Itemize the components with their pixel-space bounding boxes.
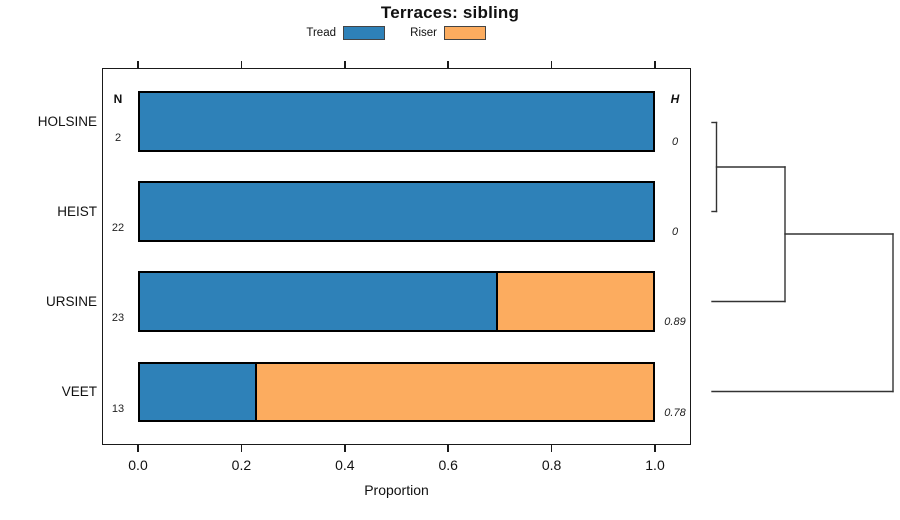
n-value: 22 (111, 222, 125, 235)
x-tick-top (550, 61, 553, 68)
bar-row (138, 271, 655, 332)
h-value: 0.89 (664, 316, 686, 329)
bar-row (138, 361, 655, 423)
h-value: 0 (671, 136, 679, 148)
bar-segment-tread (138, 181, 655, 242)
legend-label-tread: Tread (306, 27, 336, 39)
bar-segment-riser (257, 361, 655, 423)
x-tick-bottom (550, 445, 553, 452)
bar-segment-riser (497, 271, 655, 332)
legend-swatch-riser (444, 26, 486, 40)
category-label: VEET (61, 384, 97, 400)
x-tick-top (447, 61, 449, 68)
x-tick-bottom (447, 445, 449, 452)
x-tick-bottom (137, 445, 139, 452)
h-value: 0.78 (664, 406, 686, 419)
h-column-header: H (670, 92, 680, 106)
bar-segment-tread (138, 271, 498, 332)
category-label: URSINE (45, 294, 97, 310)
x-tick-bottom (240, 445, 243, 452)
bar-segment-tread (138, 91, 655, 152)
x-tick-top (137, 61, 139, 68)
x-tick-label: 0.2 (231, 457, 252, 473)
bar-segment-tread (138, 361, 258, 423)
n-column-header: N (113, 92, 123, 106)
legend-label-riser: Riser (410, 27, 437, 39)
x-tick-label: 0.6 (438, 457, 458, 473)
x-tick-top (240, 61, 243, 68)
x-tick-bottom (654, 445, 656, 452)
x-tick-label: 0.0 (128, 457, 148, 473)
plot-box (102, 68, 691, 445)
x-tick-label: 0.4 (335, 457, 355, 473)
x-tick-top (654, 61, 656, 68)
bar-row (138, 181, 655, 242)
n-value: 13 (111, 402, 125, 415)
x-tick-label: 0.8 (541, 457, 562, 473)
category-label: HOLSINE (37, 113, 97, 129)
legend-swatch-tread (343, 26, 385, 40)
x-axis-label: Proportion (364, 482, 429, 498)
x-tick-bottom (344, 445, 346, 452)
n-value: 23 (111, 312, 125, 325)
h-value: 0 (671, 226, 679, 239)
n-value: 2 (114, 132, 122, 144)
chart-title: Terraces: sibling (380, 3, 520, 22)
x-tick-top (344, 61, 346, 68)
category-label: HEIST (57, 203, 97, 219)
x-tick-label: 1.0 (645, 457, 665, 473)
bar-row (138, 91, 655, 152)
